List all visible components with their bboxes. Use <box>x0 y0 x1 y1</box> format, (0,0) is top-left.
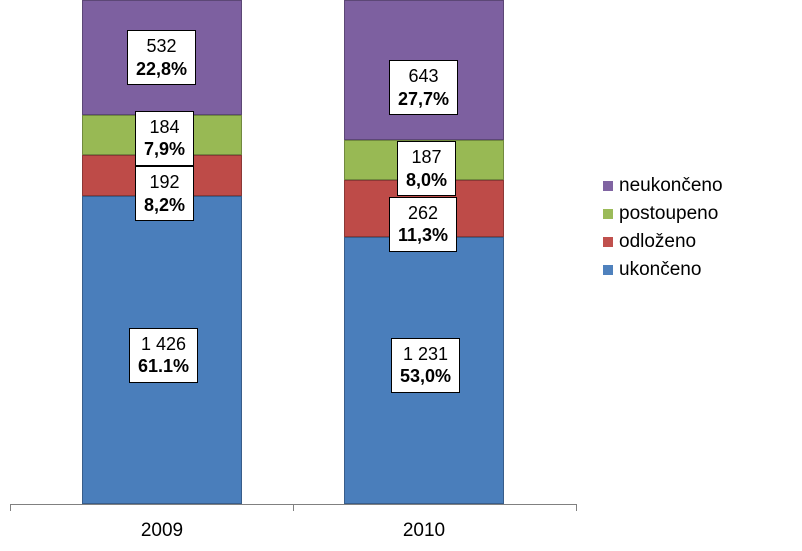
legend-marker-ukonceno <box>603 265 613 275</box>
legend-label: neukončeno <box>619 175 723 197</box>
legend-item-odlozeno: odloženo <box>603 231 723 253</box>
x-label-2009: 2009 <box>82 520 242 542</box>
data-label-value: 1 231 <box>400 343 451 366</box>
legend-item-neukonceno: neukončeno <box>603 175 723 197</box>
x-tick-0 <box>10 504 11 511</box>
data-label-value: 187 <box>406 146 447 169</box>
data-label-2009-neukonceno: 532 22,8% <box>127 30 196 85</box>
x-label-2010: 2010 <box>344 520 504 542</box>
legend: neukončeno postoupeno odloženo ukončeno <box>603 175 723 287</box>
data-label-2009-postoupeno: 184 7,9% <box>135 111 194 166</box>
legend-label: ukončeno <box>619 259 701 281</box>
data-label-2010-postoupeno: 187 8,0% <box>397 141 456 196</box>
data-label-pct: 22,8% <box>136 58 187 81</box>
data-label-pct: 27,7% <box>398 88 449 111</box>
legend-item-ukonceno: ukončeno <box>603 259 723 281</box>
data-label-pct: 8,2% <box>144 194 185 217</box>
legend-marker-postoupeno <box>603 209 613 219</box>
data-label-value: 192 <box>144 171 185 194</box>
legend-item-postoupeno: postoupeno <box>603 203 723 225</box>
data-label-value: 184 <box>144 116 185 139</box>
data-label-2009-ukonceno: 1 426 61.1% <box>129 328 198 383</box>
data-label-2010-ukonceno: 1 231 53,0% <box>391 338 460 393</box>
data-label-value: 532 <box>136 35 187 58</box>
data-label-value: 643 <box>398 65 449 88</box>
data-label-value: 262 <box>398 202 448 225</box>
data-label-2010-neukonceno: 643 27,7% <box>389 60 458 115</box>
data-label-pct: 11,3% <box>398 224 448 247</box>
data-label-value: 1 426 <box>138 333 189 356</box>
data-label-pct: 53,0% <box>400 365 451 388</box>
data-label-2009-odlozeno: 192 8,2% <box>135 166 194 221</box>
legend-marker-neukonceno <box>603 181 613 191</box>
legend-label: postoupeno <box>619 203 718 225</box>
data-label-2010-odlozeno: 262 11,3% <box>389 197 457 252</box>
x-tick-2 <box>576 504 577 511</box>
data-label-pct: 7,9% <box>144 138 185 161</box>
legend-marker-odlozeno <box>603 237 613 247</box>
data-label-pct: 8,0% <box>406 169 447 192</box>
legend-label: odloženo <box>619 231 696 253</box>
data-label-pct: 61.1% <box>138 355 189 378</box>
x-tick-1 <box>293 504 294 511</box>
